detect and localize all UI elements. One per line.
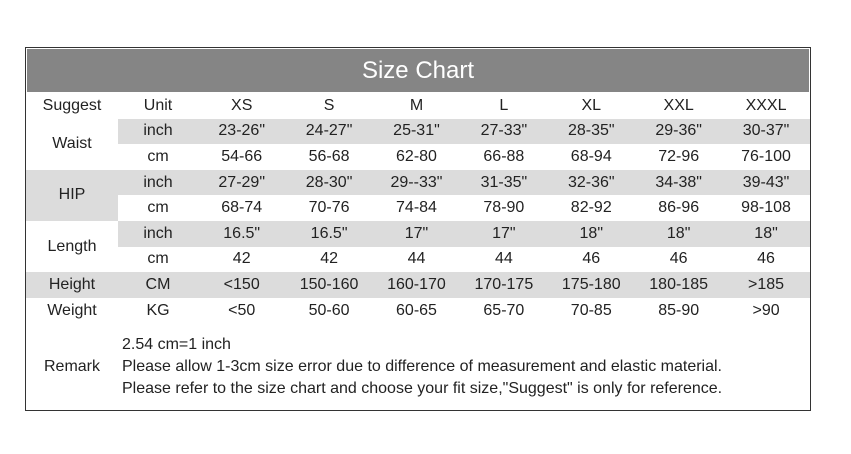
header-row: Suggest Unit XS S M L XL XXL XXXL bbox=[26, 93, 810, 119]
value-cell: 42 bbox=[320, 250, 338, 268]
value-cell: 31-35" bbox=[460, 169, 548, 196]
value-cell: 44 bbox=[494, 250, 513, 268]
unit-cell: cm bbox=[147, 250, 169, 268]
value-cell: 78-90 bbox=[483, 199, 525, 217]
table-row: inch 23-26" 24-27" 25-31" 27-33" 28-35" 29-36"… bbox=[26, 118, 810, 145]
value-cell: 180-185 bbox=[634, 272, 723, 298]
value-cell: 16.5" bbox=[198, 220, 286, 247]
size-header: XL bbox=[581, 96, 602, 114]
value-cell: 76-100 bbox=[741, 147, 791, 165]
unit-cell: inch bbox=[118, 220, 198, 247]
size-header: M bbox=[409, 96, 424, 114]
unit-header: Unit bbox=[143, 96, 173, 114]
value-cell: >90 bbox=[752, 301, 780, 319]
value-cell: 23-26" bbox=[198, 118, 286, 145]
remark-line: Please refer to the size chart and choos… bbox=[122, 380, 723, 397]
label-cell bbox=[26, 272, 118, 298]
size-header: S bbox=[323, 96, 335, 114]
label-cell bbox=[26, 195, 118, 221]
table-row: cm 54-66 56-68 62-80 66-88 68-94 72-96 76-100 bbox=[26, 144, 810, 170]
row-label-hip: HIP bbox=[58, 186, 86, 204]
table-row: cm 68-74 70-76 74-84 78-90 82-92 86-96 98-108 bbox=[26, 195, 810, 221]
value-cell: 17" bbox=[460, 220, 548, 247]
size-table: Suggest Unit XS S M L XL XXL XXXL inch 23-26" 24-27… bbox=[26, 93, 810, 323]
value-cell: 170-175 bbox=[460, 272, 548, 298]
unit-cell: inch bbox=[118, 169, 198, 196]
unit-cell: KG bbox=[146, 301, 170, 319]
unit-cell: inch bbox=[118, 118, 198, 145]
value-cell: 66-88 bbox=[483, 147, 525, 165]
value-cell: 17" bbox=[372, 220, 461, 247]
table-row: CM <150 150-160 160-170 170-175 175-180 180-18… bbox=[26, 272, 810, 298]
value-cell: 62-80 bbox=[396, 147, 437, 165]
suggest-header: Suggest bbox=[42, 96, 102, 114]
row-label-length: Length bbox=[47, 237, 97, 255]
value-cell: 150-160 bbox=[285, 272, 373, 298]
value-cell: 29--33" bbox=[372, 169, 461, 196]
value-cell: 54-66 bbox=[221, 147, 263, 165]
unit-cell: CM bbox=[118, 272, 198, 298]
value-cell: 18" bbox=[634, 220, 723, 247]
value-cell: 42 bbox=[232, 250, 251, 268]
value-cell: 28-35" bbox=[547, 118, 635, 145]
table-row: inch 27-29" 28-30" 29--33" 31-35" 32-36" 34-38… bbox=[26, 169, 810, 196]
remark-label: Remark bbox=[43, 358, 100, 375]
value-cell: 46 bbox=[582, 250, 601, 268]
label-cell bbox=[26, 169, 118, 196]
value-cell: 72-96 bbox=[658, 147, 700, 165]
size-header: XS bbox=[231, 96, 253, 114]
value-cell: 68-94 bbox=[570, 147, 612, 165]
value-cell: 27-29" bbox=[198, 169, 286, 196]
value-cell: 27-33" bbox=[460, 118, 548, 145]
unit-cell: cm bbox=[147, 199, 169, 217]
table-row: KG <50 50-60 60-65 65-70 70-85 85-90 >90 bbox=[26, 298, 810, 324]
value-cell: 39-43" bbox=[722, 169, 810, 196]
row-label-weight: Weight bbox=[47, 301, 97, 319]
value-cell: 70-76 bbox=[308, 199, 350, 217]
value-cell: 18" bbox=[722, 220, 810, 247]
value-cell: 34-38" bbox=[634, 169, 723, 196]
row-label-waist: Waist bbox=[52, 135, 92, 153]
table-row: cm 42 42 44 44 46 46 46 bbox=[26, 247, 810, 273]
value-cell: 29-36" bbox=[634, 118, 723, 145]
value-cell: <50 bbox=[228, 301, 256, 319]
value-cell: 28-30" bbox=[285, 169, 373, 196]
value-cell: <150 bbox=[198, 272, 286, 298]
value-cell: 160-170 bbox=[372, 272, 461, 298]
value-cell: 85-90 bbox=[658, 301, 700, 319]
value-cell: 16.5" bbox=[285, 220, 373, 247]
remark-line: 2.54 cm=1 inch bbox=[122, 336, 231, 353]
value-cell: 175-180 bbox=[547, 272, 635, 298]
size-chart: Size Chart Suggest Unit XS S M L XL XXL XXXL inch… bbox=[25, 47, 811, 411]
value-cell: 56-68 bbox=[308, 147, 350, 165]
value-cell: 82-92 bbox=[570, 199, 612, 217]
value-cell: 30-37" bbox=[722, 118, 810, 145]
value-cell: 86-96 bbox=[658, 199, 700, 217]
row-label-height: Height bbox=[48, 275, 96, 293]
value-cell: 18" bbox=[547, 220, 635, 247]
unit-cell: cm bbox=[147, 147, 169, 165]
value-cell: 50-60 bbox=[308, 301, 350, 319]
chart-title: Size Chart bbox=[27, 49, 809, 92]
value-cell: 46 bbox=[757, 250, 775, 268]
remark-section: Remark 2.54 cm=1 inch Please allow 1-3cm… bbox=[26, 323, 810, 411]
value-cell: 65-70 bbox=[483, 301, 525, 319]
value-cell: 70-85 bbox=[570, 301, 612, 319]
value-cell: 25-31" bbox=[372, 118, 461, 145]
value-cell: 68-74 bbox=[221, 199, 263, 217]
value-cell: 32-36" bbox=[547, 169, 635, 196]
remark-line: Please allow 1-3cm size error due to dif… bbox=[122, 358, 722, 375]
size-header: L bbox=[499, 96, 509, 114]
value-cell: 24-27" bbox=[285, 118, 373, 145]
table-row: inch 16.5" 16.5" 17" 17" 18" 18" 18" bbox=[26, 220, 810, 247]
value-cell: 46 bbox=[669, 250, 688, 268]
value-cell: 60-65 bbox=[396, 301, 437, 319]
size-header: XXL bbox=[663, 96, 694, 114]
value-cell: >185 bbox=[722, 272, 810, 298]
value-cell: 98-108 bbox=[741, 199, 791, 217]
size-header: XXXL bbox=[745, 96, 787, 114]
value-cell: 74-84 bbox=[396, 199, 437, 217]
value-cell: 44 bbox=[407, 250, 426, 268]
